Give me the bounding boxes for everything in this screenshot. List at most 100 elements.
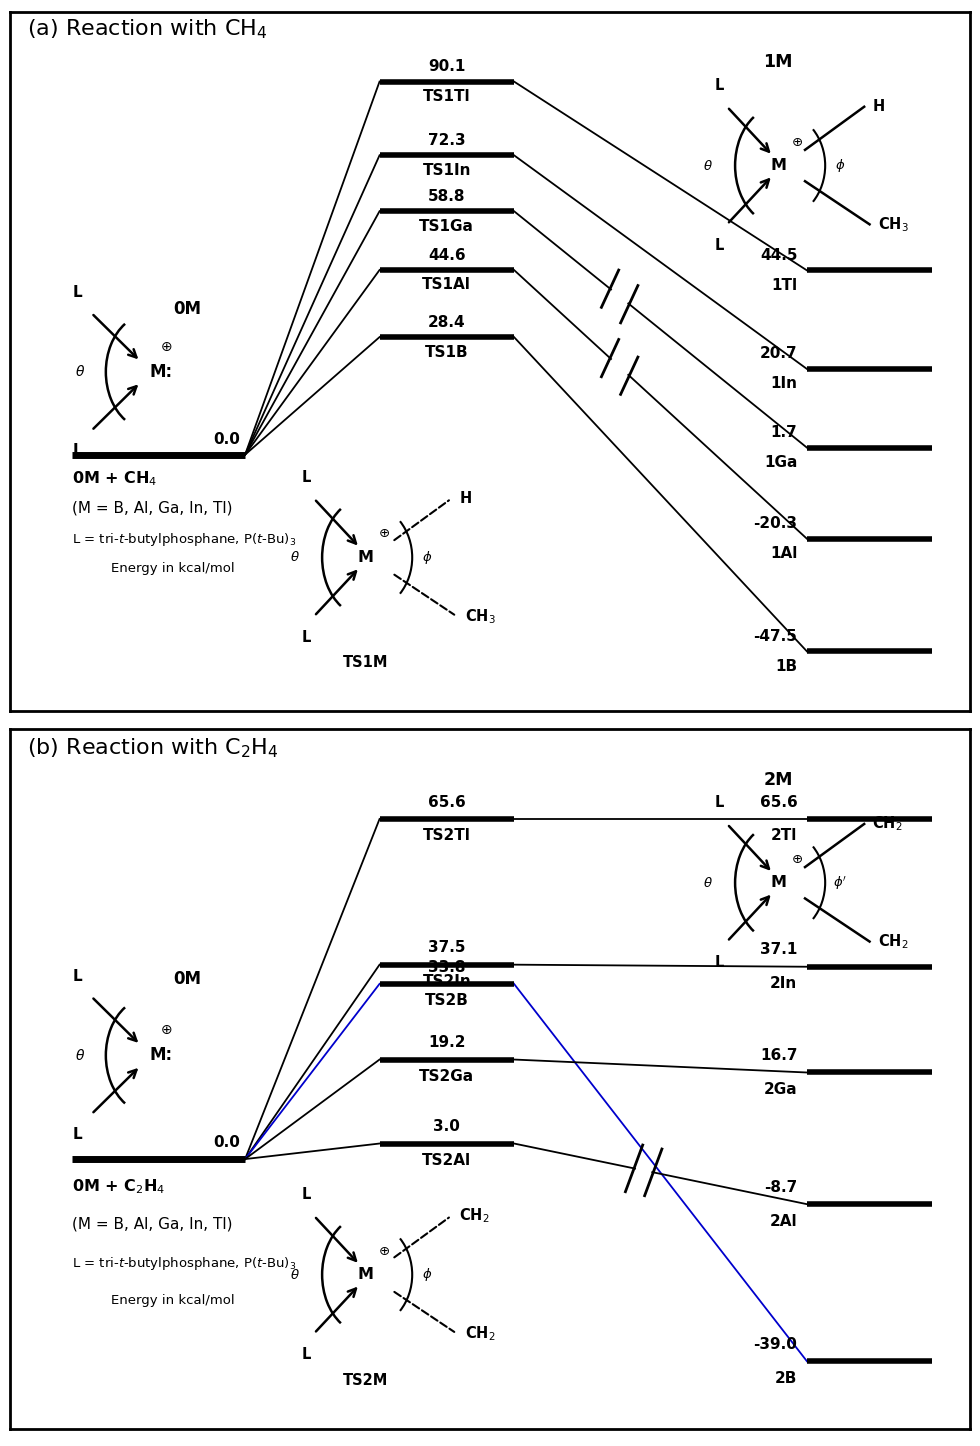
Text: 2In: 2In bbox=[770, 976, 798, 991]
Text: 1B: 1B bbox=[775, 659, 798, 674]
Text: 2B: 2B bbox=[775, 1371, 798, 1385]
Text: TS1In: TS1In bbox=[422, 163, 471, 178]
Text: CH$_2$: CH$_2$ bbox=[872, 814, 903, 833]
Text: $\phi$: $\phi$ bbox=[835, 158, 845, 174]
Text: $\theta$: $\theta$ bbox=[290, 551, 300, 564]
Text: (a) Reaction with CH$_4$: (a) Reaction with CH$_4$ bbox=[27, 17, 268, 42]
Text: TS1Ga: TS1Ga bbox=[419, 218, 474, 234]
Text: $\oplus$: $\oplus$ bbox=[791, 853, 803, 866]
Text: 33.8: 33.8 bbox=[428, 960, 466, 975]
Text: CH$_2$: CH$_2$ bbox=[878, 933, 908, 951]
Text: 19.2: 19.2 bbox=[428, 1035, 466, 1050]
Text: 0M + CH$_4$: 0M + CH$_4$ bbox=[73, 469, 158, 487]
Text: L: L bbox=[73, 444, 82, 458]
Text: 1Ga: 1Ga bbox=[764, 455, 798, 470]
Text: 16.7: 16.7 bbox=[760, 1048, 798, 1063]
Text: L: L bbox=[301, 630, 311, 645]
Text: $\phi$: $\phi$ bbox=[421, 549, 432, 565]
Text: M: M bbox=[357, 1267, 373, 1283]
Text: H: H bbox=[460, 492, 471, 506]
Text: Energy in kcal/mol: Energy in kcal/mol bbox=[111, 1294, 234, 1307]
Text: $\oplus$: $\oplus$ bbox=[160, 1024, 172, 1037]
Text: 90.1: 90.1 bbox=[428, 59, 466, 74]
Text: $\oplus$: $\oplus$ bbox=[378, 1245, 390, 1258]
Text: L = tri-$t$-butylphosphane, P($t$-Bu)$_3$: L = tri-$t$-butylphosphane, P($t$-Bu)$_3… bbox=[73, 531, 297, 548]
Text: $\oplus$: $\oplus$ bbox=[160, 340, 172, 354]
Text: $\theta$: $\theta$ bbox=[704, 159, 713, 172]
Text: (M = B, Al, Ga, In, Tl): (M = B, Al, Ga, In, Tl) bbox=[73, 1216, 232, 1231]
Text: TS2In: TS2In bbox=[422, 975, 471, 989]
Text: -20.3: -20.3 bbox=[754, 516, 798, 531]
Text: CH$_3$: CH$_3$ bbox=[878, 215, 908, 234]
Text: $\phi$: $\phi$ bbox=[421, 1267, 432, 1283]
Text: 44.5: 44.5 bbox=[760, 247, 798, 263]
Text: M: M bbox=[770, 875, 786, 891]
Text: 2Ga: 2Ga bbox=[763, 1082, 798, 1098]
Text: 37.1: 37.1 bbox=[760, 943, 798, 957]
Text: TS1B: TS1B bbox=[425, 344, 468, 360]
Text: $\theta$: $\theta$ bbox=[74, 1048, 85, 1063]
Text: 20.7: 20.7 bbox=[760, 347, 798, 362]
Text: 37.5: 37.5 bbox=[428, 940, 466, 956]
Text: TS2Ga: TS2Ga bbox=[419, 1069, 474, 1084]
Text: CH$_2$: CH$_2$ bbox=[460, 1206, 490, 1225]
Text: 2Tl: 2Tl bbox=[771, 829, 798, 843]
Text: L: L bbox=[714, 795, 723, 810]
Text: -8.7: -8.7 bbox=[764, 1180, 798, 1194]
Text: 1In: 1In bbox=[770, 376, 798, 392]
Text: $\theta$: $\theta$ bbox=[704, 876, 713, 889]
Text: 1Al: 1Al bbox=[770, 547, 798, 561]
Text: $\phi'$: $\phi'$ bbox=[833, 873, 847, 892]
Text: TS2B: TS2B bbox=[425, 993, 468, 1008]
Text: 2Al: 2Al bbox=[769, 1213, 798, 1229]
Text: $\theta$: $\theta$ bbox=[290, 1268, 300, 1281]
Text: $\theta$: $\theta$ bbox=[74, 364, 85, 379]
Text: TS2Al: TS2Al bbox=[422, 1152, 471, 1168]
Text: L = tri-$t$-butylphosphane, P($t$-Bu)$_3$: L = tri-$t$-butylphosphane, P($t$-Bu)$_3… bbox=[73, 1255, 297, 1272]
Text: $\oplus$: $\oplus$ bbox=[378, 528, 390, 541]
Text: 3.0: 3.0 bbox=[433, 1119, 461, 1134]
Text: 58.8: 58.8 bbox=[428, 189, 466, 204]
Text: L: L bbox=[73, 1126, 82, 1142]
Text: L: L bbox=[73, 285, 82, 301]
Text: (M = B, Al, Ga, In, Tl): (M = B, Al, Ga, In, Tl) bbox=[73, 500, 232, 515]
Text: 0.0: 0.0 bbox=[214, 1135, 240, 1150]
Text: CH$_2$: CH$_2$ bbox=[465, 1325, 495, 1343]
Text: 0M: 0M bbox=[173, 299, 202, 318]
Text: -47.5: -47.5 bbox=[754, 629, 798, 643]
Text: L: L bbox=[714, 239, 723, 253]
Text: TS2Tl: TS2Tl bbox=[422, 829, 470, 843]
Text: 1M: 1M bbox=[763, 54, 793, 71]
Text: TS1Al: TS1Al bbox=[422, 278, 471, 292]
Text: L: L bbox=[714, 78, 723, 93]
Text: CH$_3$: CH$_3$ bbox=[465, 607, 496, 626]
Text: M:: M: bbox=[149, 363, 172, 380]
Text: M: M bbox=[770, 158, 786, 174]
Text: 44.6: 44.6 bbox=[428, 247, 466, 263]
Text: 28.4: 28.4 bbox=[428, 315, 466, 330]
Text: 1.7: 1.7 bbox=[770, 425, 798, 440]
Text: L: L bbox=[73, 969, 82, 983]
Text: L: L bbox=[301, 1187, 311, 1202]
Text: L: L bbox=[301, 1348, 311, 1362]
Text: M:: M: bbox=[149, 1047, 172, 1064]
Text: 0M: 0M bbox=[173, 970, 202, 988]
Text: 2M: 2M bbox=[763, 771, 793, 788]
Text: M: M bbox=[357, 549, 373, 565]
Text: 65.6: 65.6 bbox=[760, 795, 798, 810]
Text: 1Tl: 1Tl bbox=[771, 278, 798, 294]
Text: Energy in kcal/mol: Energy in kcal/mol bbox=[111, 562, 234, 576]
Text: L: L bbox=[714, 956, 723, 970]
Text: 65.6: 65.6 bbox=[428, 795, 466, 810]
Text: 0M + C$_2$H$_4$: 0M + C$_2$H$_4$ bbox=[73, 1177, 166, 1196]
Text: 72.3: 72.3 bbox=[428, 133, 466, 147]
Text: TS1M: TS1M bbox=[342, 655, 388, 671]
Text: H: H bbox=[872, 100, 885, 114]
Text: TS1Tl: TS1Tl bbox=[423, 90, 470, 104]
Text: L: L bbox=[301, 470, 311, 484]
Text: $\oplus$: $\oplus$ bbox=[791, 136, 803, 149]
Text: -39.0: -39.0 bbox=[754, 1338, 798, 1352]
Text: TS2M: TS2M bbox=[342, 1372, 388, 1388]
Text: 0.0: 0.0 bbox=[214, 432, 240, 447]
Text: (b) Reaction with C$_2$H$_4$: (b) Reaction with C$_2$H$_4$ bbox=[27, 736, 278, 761]
